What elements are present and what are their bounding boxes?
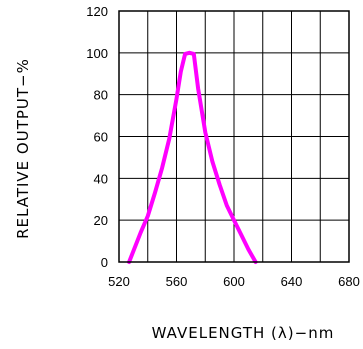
y-tick-label: 120 — [86, 4, 108, 19]
y-tick-labels: 0 20 40 60 80 100 120 — [86, 4, 108, 270]
plot-frame — [118, 10, 350, 263]
y-tick-label: 100 — [86, 46, 108, 61]
y-tick-label: 20 — [94, 213, 108, 228]
x-tick-label: 600 — [223, 274, 245, 289]
x-tick-label: 680 — [338, 274, 360, 289]
y-tick-label: 60 — [94, 130, 108, 145]
x-axis-label: WAVELENGTH (λ)−nm — [152, 324, 335, 342]
x-tick-label: 640 — [281, 274, 303, 289]
series-layer — [127, 50, 258, 264]
x-tick-labels: 520 560 600 640 680 — [108, 274, 360, 289]
x-tick-label: 560 — [166, 274, 188, 289]
series-line — [127, 50, 258, 264]
y-tick-label: 40 — [94, 171, 108, 186]
y-axis-label: RELATIVE OUTPUT−% — [14, 58, 32, 239]
y-tick-label: 80 — [94, 88, 108, 103]
y-tick-label: 0 — [101, 255, 108, 270]
x-tick-label: 520 — [108, 274, 130, 289]
grid — [119, 11, 349, 262]
